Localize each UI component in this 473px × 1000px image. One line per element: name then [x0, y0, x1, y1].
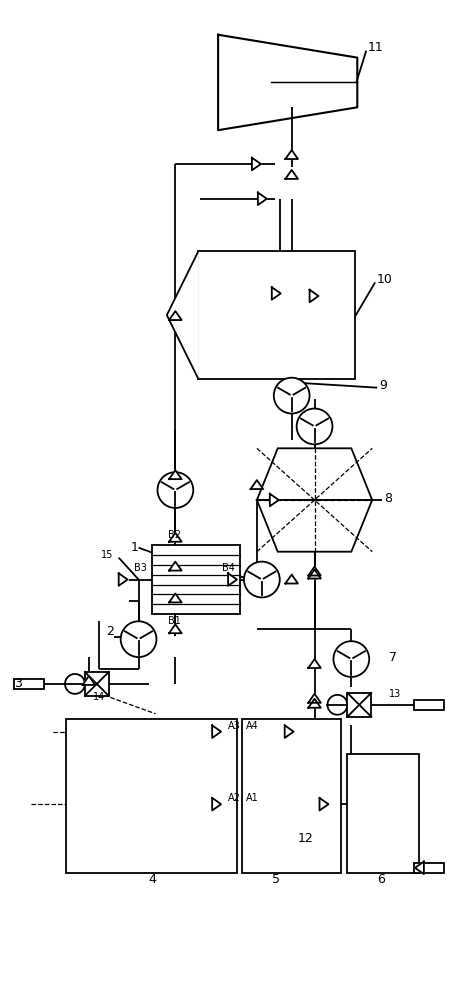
Polygon shape [218, 35, 357, 130]
Circle shape [121, 621, 157, 657]
Polygon shape [83, 676, 95, 685]
Polygon shape [169, 562, 182, 571]
Text: A3: A3 [228, 721, 241, 731]
Polygon shape [257, 448, 372, 500]
Bar [242, 719, 342, 873]
Text: 3: 3 [14, 677, 22, 690]
Bar [414, 863, 444, 873]
Polygon shape [167, 251, 198, 379]
Polygon shape [308, 570, 321, 579]
Polygon shape [270, 494, 279, 506]
Text: 12: 12 [298, 832, 314, 845]
Polygon shape [308, 567, 321, 576]
Polygon shape [285, 725, 294, 738]
Polygon shape [285, 575, 298, 584]
Polygon shape [251, 480, 263, 489]
Text: A4: A4 [246, 721, 259, 731]
Polygon shape [308, 659, 321, 668]
Polygon shape [228, 573, 237, 586]
Text: 6: 6 [377, 873, 385, 886]
Circle shape [244, 562, 280, 597]
Polygon shape [285, 150, 298, 159]
Text: 4: 4 [149, 873, 157, 886]
Circle shape [65, 674, 85, 694]
Bar [347, 693, 371, 717]
Circle shape [327, 695, 347, 715]
Polygon shape [252, 158, 261, 170]
Circle shape [297, 409, 333, 444]
Bar [85, 672, 109, 696]
Circle shape [158, 472, 193, 508]
Circle shape [333, 641, 369, 677]
Text: 2: 2 [106, 625, 114, 638]
Polygon shape [272, 287, 281, 300]
Polygon shape [309, 290, 318, 302]
Polygon shape [319, 798, 328, 810]
Text: 8: 8 [384, 492, 392, 505]
Bar [198, 251, 355, 379]
Polygon shape [119, 573, 128, 586]
Polygon shape [212, 725, 221, 738]
Text: B3: B3 [133, 563, 147, 573]
Bar [14, 679, 44, 689]
Circle shape [274, 378, 309, 414]
Bar [347, 754, 419, 873]
Bar [152, 545, 240, 614]
Polygon shape [169, 624, 182, 633]
Bar [414, 700, 444, 710]
Bar [66, 719, 237, 873]
Text: A2: A2 [228, 793, 241, 803]
Polygon shape [308, 694, 321, 703]
Polygon shape [169, 533, 182, 542]
Polygon shape [169, 593, 182, 602]
Text: B2: B2 [168, 530, 182, 540]
Polygon shape [257, 500, 372, 552]
Text: B1: B1 [168, 616, 181, 626]
Polygon shape [308, 699, 321, 708]
Text: A1: A1 [246, 793, 259, 803]
Polygon shape [415, 862, 424, 874]
Text: 13: 13 [389, 689, 402, 699]
Text: B4: B4 [222, 563, 235, 573]
Polygon shape [258, 193, 267, 205]
Polygon shape [212, 798, 221, 810]
Text: 15: 15 [101, 550, 113, 560]
Polygon shape [169, 311, 182, 320]
Text: 7: 7 [389, 651, 397, 664]
Text: 1: 1 [131, 541, 139, 554]
Text: 10: 10 [377, 273, 393, 286]
Text: 9: 9 [379, 379, 387, 392]
Polygon shape [285, 170, 298, 179]
Text: 11: 11 [367, 41, 383, 54]
Text: 5: 5 [272, 873, 280, 886]
Polygon shape [169, 470, 182, 479]
Text: 14: 14 [93, 692, 105, 702]
